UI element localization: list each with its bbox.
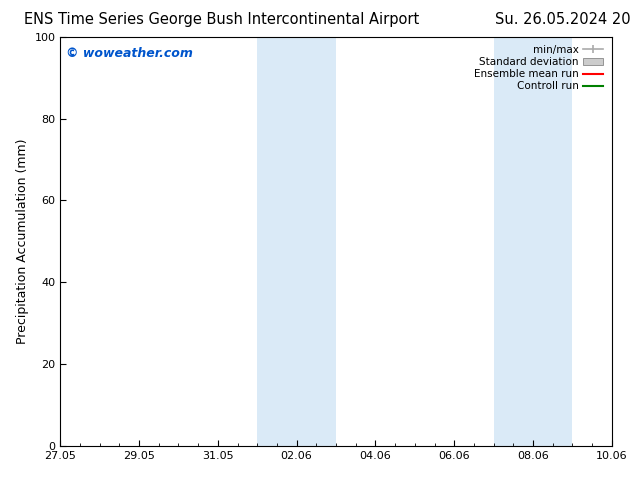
Bar	[494, 37, 573, 446]
Text: Su. 26.05.2024 20 UTC: Su. 26.05.2024 20 UTC	[495, 12, 634, 27]
Bar	[257, 37, 336, 446]
Y-axis label: Precipitation Accumulation (mm): Precipitation Accumulation (mm)	[16, 139, 29, 344]
Text: ENS Time Series George Bush Intercontinental Airport: ENS Time Series George Bush Intercontine…	[24, 12, 420, 27]
Text: © woweather.com: © woweather.com	[66, 47, 193, 60]
Legend: min/max, Standard deviation, Ensemble mean run, Controll run: min/max, Standard deviation, Ensemble me…	[470, 42, 607, 95]
